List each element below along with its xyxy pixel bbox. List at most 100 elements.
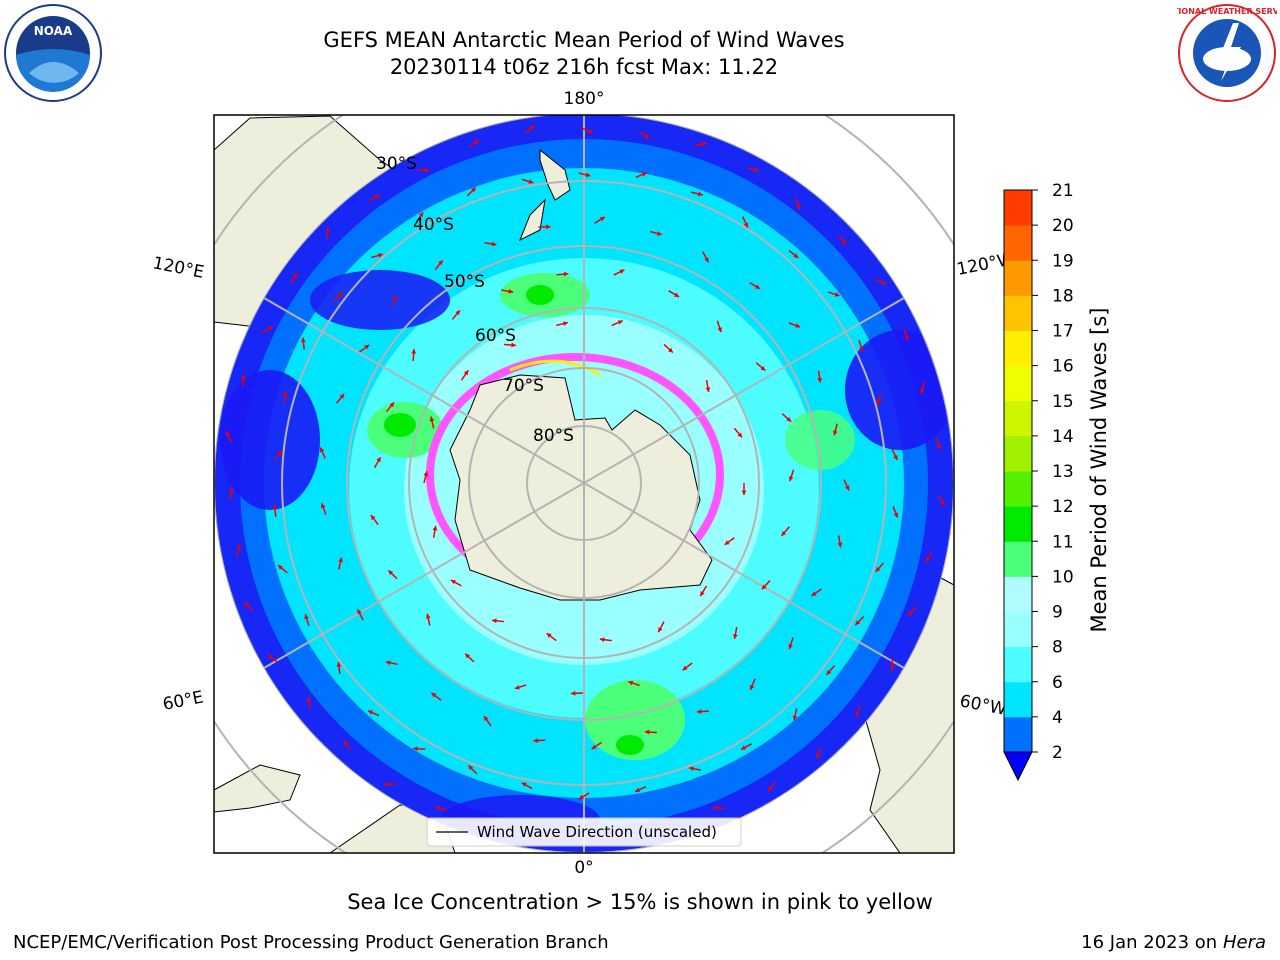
colorbar-tick-label: 2 — [1052, 743, 1063, 763]
chart-subtitle: 20230114 t06z 216h fcst Max: 11.22 — [389, 55, 779, 79]
low-patch-west — [220, 370, 320, 510]
wave-arrow-head — [875, 567, 881, 572]
wave-arrow-head — [385, 660, 391, 666]
wave-arrow-head — [336, 662, 342, 667]
wave-arrow-head — [413, 746, 418, 752]
parallel-label-30s: 30°S — [376, 154, 417, 174]
wave-arrow-head — [492, 618, 497, 624]
wave-arrow-head — [628, 680, 634, 686]
wave-arrow-head — [696, 709, 702, 714]
wave-arrow-head — [617, 320, 623, 325]
wave-arrow-head — [338, 557, 343, 563]
wave-arrow-head — [743, 222, 749, 228]
wave-arrow-head — [635, 787, 641, 793]
wave-arrow-head — [511, 342, 516, 348]
wave-arrow-head — [418, 212, 424, 218]
wave-arrow-head — [484, 716, 489, 722]
peak-patch-1 — [616, 735, 644, 755]
wave-arrow-head — [893, 455, 898, 461]
map-frame — [213, 114, 955, 854]
wave-arrow-head — [546, 633, 552, 638]
wave-arrow-head — [893, 512, 899, 518]
land-antarctica — [449, 374, 713, 601]
wave-arrow-head — [306, 697, 312, 703]
wave-arrow-head — [389, 402, 395, 408]
wave-arrow-head — [700, 591, 705, 597]
wave-arrow-head — [908, 610, 914, 616]
wave-arrow-head — [319, 447, 325, 453]
wave-arrow-head — [320, 503, 326, 509]
nws-logo-text: NATIONAL WEATHER SERVICE — [1177, 7, 1277, 16]
meridian-label-right-lower: 60°W — [958, 691, 1008, 720]
wave-arrow-head — [919, 388, 925, 394]
wave-arrow-head — [508, 288, 514, 294]
wave-arrow-head — [795, 204, 801, 210]
wave-arrow-head — [760, 365, 766, 371]
wave-arrow-head — [591, 744, 597, 750]
wave-arrow-head — [465, 653, 471, 659]
wave-arrow-head — [792, 715, 798, 721]
wave-arrow-head — [585, 172, 591, 178]
wave-arrow-head — [644, 133, 650, 139]
colorbar-tick-label: 19 — [1052, 251, 1074, 271]
wave-arrow-head — [855, 620, 861, 626]
wave-arrow-head — [384, 781, 389, 787]
wave-arrow-head — [832, 430, 838, 436]
wave-arrow-head — [533, 738, 538, 744]
wave-arrow-head — [343, 740, 348, 746]
wave-arrow-head — [339, 393, 345, 399]
wave-arrow-head — [741, 745, 747, 750]
colorbar-underflow-triangle — [1003, 751, 1033, 782]
wave-arrow-head — [463, 370, 469, 376]
wave-arrow-head — [368, 710, 374, 715]
colorbar-tick-label: 17 — [1052, 322, 1074, 342]
colorbar-tick-label: 20 — [1052, 216, 1074, 236]
wave-arrow-head — [768, 786, 773, 792]
colorbar-segment — [1004, 541, 1032, 577]
sea-ice-high-north — [509, 359, 601, 377]
wave-arrow-head — [817, 377, 822, 383]
date-text: 16 Jan 2023 on — [1081, 932, 1223, 953]
meridian-label-bottom: 0° — [574, 858, 593, 878]
wind-wave-arrows — [225, 125, 946, 845]
wave-arrow-head — [376, 457, 381, 463]
wave-arrow-head — [283, 391, 288, 396]
wave-arrow-head — [528, 179, 534, 184]
colorbar-tick-label: 10 — [1052, 567, 1074, 587]
colorbar-segment — [1004, 435, 1032, 472]
wave-arrow-head — [674, 292, 680, 297]
wave-arrow-head — [753, 167, 759, 173]
wave-arrow-head — [749, 685, 755, 691]
wave-arrow-head — [374, 194, 380, 200]
wave-arrow-head — [431, 692, 437, 698]
wave-arrow-head — [424, 167, 430, 173]
wave-arrow-head — [278, 565, 283, 570]
wave-arrow-head — [841, 239, 847, 245]
noaa-logo: NOAA — [4, 4, 102, 102]
wave-arrow-head — [876, 399, 882, 405]
map-legend: Wind Wave Direction (unscaled) — [426, 817, 742, 847]
wave-arrow-head — [587, 129, 593, 134]
colorbar-segment — [1004, 295, 1032, 331]
parallel-label-50s: 50°S — [444, 272, 485, 292]
wave-arrow-head — [388, 570, 394, 576]
colorbar-tick-label: 11 — [1052, 532, 1074, 552]
chart-title: GEFS MEAN Antarctic Mean Period of Wind … — [323, 28, 845, 52]
wave-arrow-head — [682, 665, 688, 671]
wave-arrow-head — [724, 540, 730, 545]
credit-text: NCEP/EMC/Verification Post Processing Pr… — [13, 932, 609, 953]
wave-arrow-head — [470, 187, 476, 193]
wave-arrow-head — [904, 335, 909, 341]
wave-arrow-head — [325, 226, 331, 232]
wave-arrow-head — [940, 500, 945, 506]
wave-arrow-head — [241, 374, 246, 380]
wave-arrow-head — [658, 627, 663, 633]
noaa-logo-text: NOAA — [34, 24, 73, 38]
meridian-label-left-lower: 60°E — [161, 687, 205, 714]
parallel-label-40s: 40°S — [413, 215, 454, 235]
wave-arrow-head — [717, 327, 722, 333]
wave-arrow-head — [668, 347, 673, 353]
wave-arrow-head — [392, 295, 398, 301]
parallel-label-60s: 60°S — [475, 326, 516, 346]
